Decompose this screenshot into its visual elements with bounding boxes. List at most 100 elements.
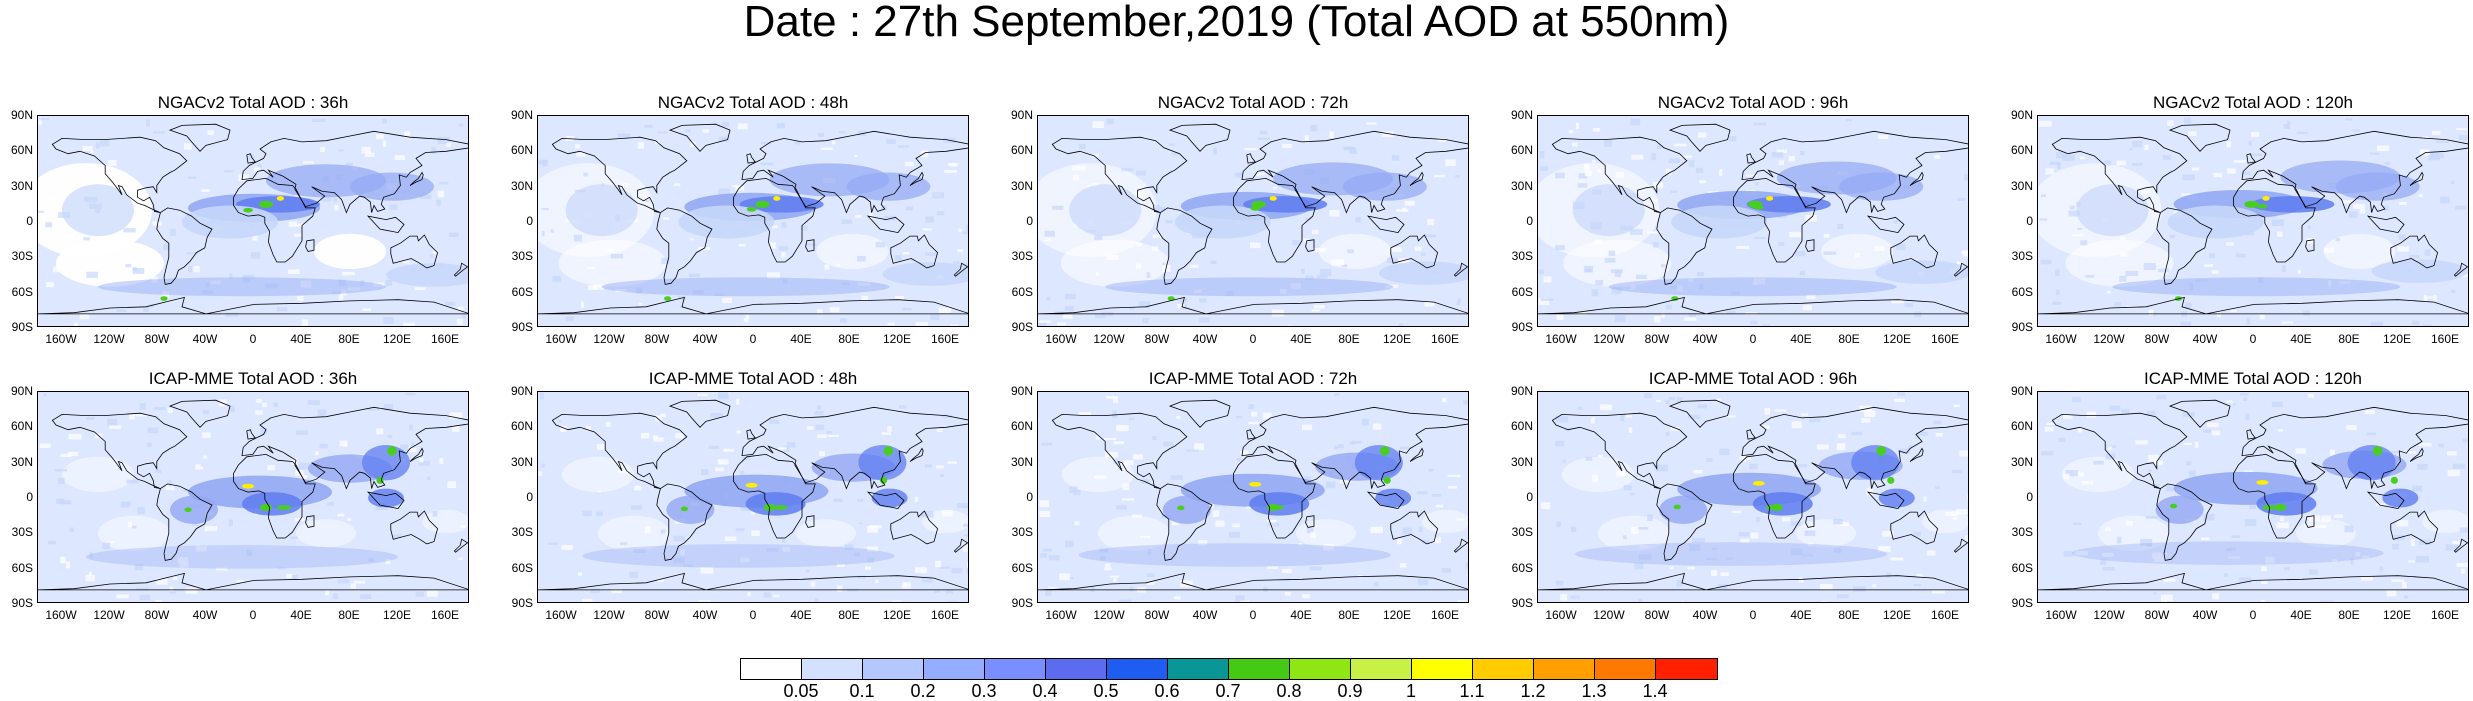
coastline-eurasia	[1741, 130, 1968, 214]
aod-cell	[1626, 412, 1632, 418]
aod-cell	[457, 306, 464, 311]
aod-cell	[1774, 409, 1787, 412]
aod-cell	[836, 264, 841, 267]
aod-cell	[139, 403, 146, 410]
aod-cell	[202, 432, 211, 439]
coastline-indonesia	[866, 491, 905, 510]
aod-cell	[1935, 432, 1943, 437]
aod-cell	[38, 120, 42, 126]
aod-cell	[408, 447, 417, 453]
aod-cell	[827, 434, 840, 437]
aod-cell	[1952, 517, 1957, 520]
aod-cell	[350, 583, 356, 589]
aod-cell	[2295, 448, 2306, 454]
aod-cell	[419, 194, 432, 199]
lat-tick-label: 30N	[10, 178, 33, 193]
aod-cell	[46, 282, 54, 288]
aod-cell	[747, 591, 751, 597]
aod-cell	[1290, 283, 1301, 289]
aod-cell	[1749, 463, 1758, 470]
aod-cell	[2226, 548, 2236, 552]
aod-cell	[432, 511, 438, 517]
map-panel	[37, 391, 469, 603]
aod-cell	[1697, 132, 1707, 138]
aod-cell	[295, 223, 303, 227]
aod-cell	[951, 568, 963, 574]
aod-cell	[1913, 584, 1921, 587]
aod-cell	[1100, 555, 1106, 561]
aod-cell	[950, 162, 956, 167]
aod-cell	[1697, 272, 1705, 277]
aod-cell	[947, 461, 957, 464]
aod-cell	[1754, 236, 1766, 239]
aod-cell	[188, 176, 197, 179]
aod-cell	[365, 152, 375, 158]
aod-plume	[1673, 504, 1681, 510]
aod-cell	[290, 536, 299, 539]
aod-cell	[1334, 445, 1338, 450]
panel-title: ICAP-MME Total AOD : 48h	[648, 369, 858, 388]
aod-cell	[915, 567, 927, 574]
aod-cell	[782, 278, 788, 284]
aod-cell	[236, 579, 244, 583]
aod-cell	[1823, 233, 1830, 238]
aod-cell	[1711, 547, 1717, 551]
aod-cell	[2307, 225, 2311, 230]
aod-cell	[2132, 162, 2143, 166]
aod-cell	[1259, 130, 1268, 135]
aod-cell	[2339, 281, 2352, 284]
aod-cell	[968, 163, 969, 166]
aod-cell	[760, 141, 772, 145]
lon-tick-label: 160E	[930, 332, 960, 346]
aod-cell	[2073, 522, 2082, 525]
aod-plume	[1851, 445, 1900, 481]
aod-cell	[2409, 254, 2420, 260]
aod-cell	[1280, 289, 1287, 294]
aod-cell	[921, 576, 933, 583]
aod-cell	[540, 392, 544, 400]
aod-cell	[1802, 305, 1812, 311]
aod-cell	[577, 572, 583, 576]
aod-cell	[833, 498, 843, 502]
aod-cell	[184, 143, 192, 150]
aod-cell	[1391, 155, 1400, 161]
aod-cell	[1171, 152, 1180, 156]
aod-cell	[402, 322, 415, 326]
aod-cell	[2283, 124, 2290, 129]
aod-cell	[460, 525, 466, 528]
aod-cell	[939, 566, 950, 569]
aod-cell	[1244, 147, 1257, 151]
aod-cell	[131, 525, 137, 529]
aod-cell	[1331, 259, 1344, 266]
aod-cell	[779, 246, 789, 251]
aod-cell	[644, 199, 650, 202]
aod-cell	[934, 589, 941, 593]
aod-cell	[2056, 289, 2060, 296]
aod-cell	[938, 307, 952, 313]
aod-cell	[1845, 119, 1852, 122]
aod-plume	[386, 263, 468, 287]
aod-cell	[1804, 530, 1816, 536]
lon-tick-label: 0	[1249, 608, 1257, 622]
coastline-indonesia	[1366, 491, 1405, 510]
coastline-great-britain	[746, 153, 756, 164]
aod-cell	[840, 318, 848, 323]
aod-cell	[102, 542, 111, 550]
aod-plume	[2155, 495, 2204, 524]
aod-cell	[1572, 142, 1578, 147]
aod-cell	[300, 280, 312, 288]
aod-cell	[1630, 118, 1641, 126]
aod-cell	[1456, 300, 1460, 305]
aod-cell	[1099, 548, 1109, 553]
aod-cell	[1104, 452, 1118, 458]
aod-cell	[1119, 599, 1132, 602]
clean-air-region	[1062, 456, 1134, 493]
aod-cell	[1623, 485, 1632, 491]
aod-cell	[708, 445, 720, 449]
aod-cell	[2239, 392, 2249, 396]
aod-cell	[575, 144, 580, 149]
aod-cell	[557, 420, 562, 423]
aod-cell	[1104, 437, 1117, 441]
aod-cell	[1651, 153, 1656, 161]
aod-plume	[362, 445, 410, 481]
